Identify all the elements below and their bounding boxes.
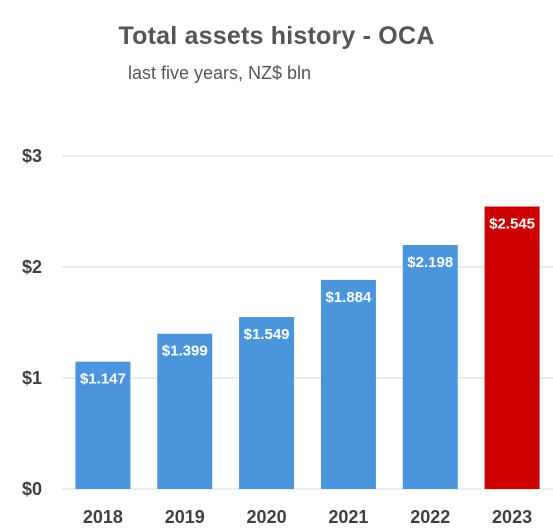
y-tick-label: $3: [22, 146, 42, 166]
data-label-2021: $1.884: [325, 289, 372, 306]
x-tick-label-2019: 2019: [165, 507, 205, 527]
y-tick-label: $0: [22, 479, 42, 499]
y-tick-label: $1: [22, 368, 42, 388]
x-tick-label-2018: 2018: [83, 507, 123, 527]
data-label-2023: $2.545: [489, 216, 535, 233]
chart-subtitle: last five years, NZ$ bln: [128, 63, 312, 83]
bar-2018: [75, 361, 131, 489]
x-axis: 2018 2019 2020 2021 2022 2023: [83, 507, 532, 527]
data-label-2019: $1.399: [162, 343, 208, 360]
bars: [75, 206, 540, 489]
x-tick-label-2022: 2022: [410, 507, 450, 527]
bar-2019: [157, 333, 213, 489]
y-axis: $0 $1 $2 $3: [22, 146, 42, 499]
bar-2023: [484, 206, 540, 489]
bar-2020: [239, 317, 295, 489]
x-tick-label-2023: 2023: [492, 507, 532, 527]
chart-title: Total assets history - OCA: [118, 22, 435, 50]
data-label-2018: $1.147: [80, 371, 126, 388]
x-tick-label-2021: 2021: [328, 507, 368, 527]
data-label-2020: $1.549: [244, 326, 290, 343]
bar-2022: [402, 245, 458, 489]
y-tick-label: $2: [22, 257, 42, 277]
bar-2021: [320, 279, 376, 489]
data-labels: $1.147 $1.399 $1.549 $1.884 $2.198 $2.545: [80, 216, 535, 388]
x-tick-label-2020: 2020: [247, 507, 287, 527]
gridlines: [62, 155, 553, 490]
data-label-2022: $2.198: [407, 254, 453, 271]
